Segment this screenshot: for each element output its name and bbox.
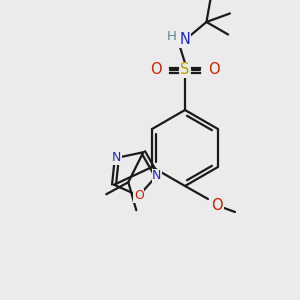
Text: S: S [180,62,190,77]
Text: O: O [211,199,223,214]
Text: N: N [152,169,161,182]
Text: N: N [112,152,122,164]
Text: O: O [134,189,144,202]
Text: H: H [167,29,177,43]
Text: O: O [208,62,220,77]
Text: N: N [180,32,190,47]
Text: O: O [150,62,162,77]
